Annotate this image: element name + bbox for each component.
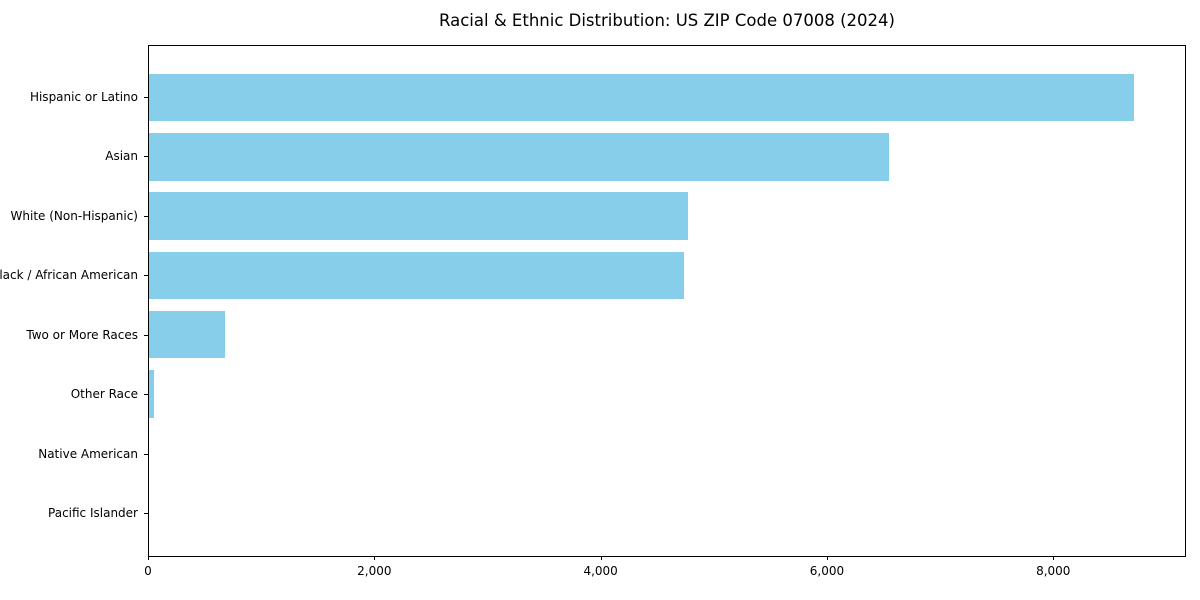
x-tick-label: 2,000 — [357, 564, 392, 578]
bar-row — [149, 187, 1185, 246]
chart-title: Racial & Ethnic Distribution: US ZIP Cod… — [439, 11, 895, 30]
x-tick-mark — [600, 556, 602, 560]
category-label-row: Asian — [0, 127, 148, 187]
bar — [149, 370, 155, 418]
bar-row — [149, 364, 1185, 423]
category-label: Asian — [105, 149, 138, 164]
y-axis-labels: Hispanic or Latino Asian White (Non-Hispan… — [0, 45, 148, 557]
bar-row — [149, 305, 1185, 364]
bar-row — [149, 127, 1185, 186]
category-label-row: Two or More Races — [0, 305, 148, 365]
category-label: Hispanic or Latino — [29, 89, 138, 104]
y-tick-mark — [144, 156, 148, 158]
category-label-row: Native American — [0, 424, 148, 484]
bar — [149, 133, 889, 181]
category-label: Black / African American — [0, 268, 138, 283]
x-tick-mark — [826, 556, 828, 560]
x-tick-mark — [374, 556, 376, 560]
y-tick-mark — [144, 513, 148, 515]
category-label-row: Hispanic or Latino — [0, 67, 148, 127]
x-tick-mark — [1053, 556, 1055, 560]
y-tick-mark — [144, 215, 148, 217]
bar — [149, 251, 685, 300]
x-tick-label: 0 — [144, 564, 152, 578]
x-tick-mark — [148, 556, 149, 560]
bar — [149, 310, 225, 359]
x-tick-label: 8,000 — [1036, 564, 1071, 578]
category-label: Two or More Races — [26, 327, 138, 342]
bar-row — [149, 483, 1185, 542]
category-label-row: Pacific Islander — [0, 484, 148, 544]
bar-row — [149, 68, 1185, 127]
bar — [149, 192, 688, 240]
category-label: Other Race — [70, 387, 138, 402]
y-tick-mark — [144, 96, 148, 98]
category-label: Native American — [38, 446, 138, 461]
category-label: Pacific Islander — [48, 506, 138, 521]
category-label: White (Non-Hispanic) — [10, 208, 138, 223]
x-tick-label: 6,000 — [809, 564, 845, 578]
category-label-row: Black / African American — [0, 246, 148, 306]
bar — [149, 73, 1135, 122]
y-tick-mark — [144, 453, 148, 455]
x-axis-ticks: 0 2,000 4,000 6,000 8,000 — [144, 556, 1186, 586]
bar-row — [149, 246, 1185, 305]
plot-area — [148, 45, 1186, 557]
y-tick-mark — [144, 394, 148, 396]
bar-row — [149, 424, 1185, 483]
x-tick-label: 4,000 — [583, 564, 618, 578]
y-tick-mark — [144, 275, 148, 277]
category-label-row: White (Non-Hispanic) — [0, 186, 148, 246]
bar-rows — [149, 46, 1185, 556]
category-label-row: Other Race — [0, 365, 148, 425]
y-tick-mark — [144, 334, 148, 336]
